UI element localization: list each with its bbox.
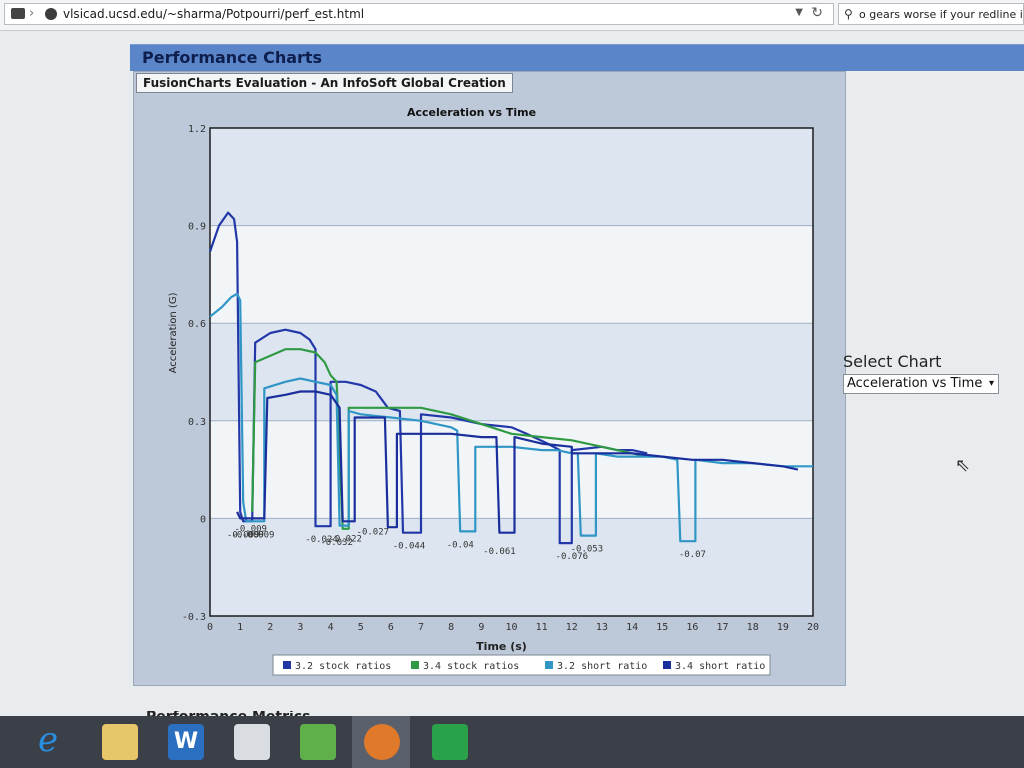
reload-icon[interactable]: ↻ <box>811 5 823 21</box>
legend-entry: 3.4 short ratio <box>675 661 765 672</box>
data-label: -0.04 <box>447 540 474 550</box>
x-tick-label: 17 <box>717 622 729 633</box>
x-tick-label: 8 <box>448 622 454 633</box>
section-header: Performance Charts <box>130 44 1024 71</box>
x-tick-label: 12 <box>566 622 578 633</box>
search-icon: ⚲ <box>844 7 853 21</box>
mouse-cursor-icon: ⇖ <box>955 455 971 476</box>
x-axis-label: Time (s) <box>476 640 527 653</box>
address-url[interactable]: vlsicad.ucsd.edu/~sharma/Potpourri/perf_… <box>63 7 365 21</box>
y-tick-label: 0.6 <box>188 319 206 330</box>
legend-entry: 3.2 short ratio <box>557 661 647 672</box>
y-tick-label: 0.9 <box>188 222 206 233</box>
legend-swatch <box>283 661 291 669</box>
firefox-icon[interactable] <box>364 724 400 760</box>
data-label: -0.009 <box>242 530 275 540</box>
taskbar <box>0 716 1024 768</box>
legend-box <box>272 654 771 676</box>
acceleration-chart: Acceleration vs Time Time (s) Acceleration… <box>168 106 819 676</box>
y-axis-label: Acceleration (G) <box>168 292 179 373</box>
x-tick-label: 1 <box>237 622 243 633</box>
series-line-2 <box>251 348 648 530</box>
x-tick-label: 9 <box>478 622 484 633</box>
plot-band <box>210 225 813 324</box>
x-tick-label: 4 <box>328 622 334 633</box>
evernote-icon[interactable] <box>300 724 336 760</box>
address-bar[interactable]: › vlsicad.ucsd.edu/~sharma/Potpourri/per… <box>4 3 834 25</box>
data-label: -0.009 <box>234 524 267 534</box>
x-tick-label: 14 <box>626 622 638 633</box>
plot-band <box>210 323 813 421</box>
chevron-down-icon: ▾ <box>988 378 994 389</box>
chart-credit-tab: FusionCharts Evaluation - An InfoSoft Gl… <box>136 73 513 93</box>
ie-icon[interactable]: e <box>38 720 59 760</box>
y-tick-label: 1.2 <box>188 124 206 135</box>
x-tick-label: 18 <box>747 622 759 633</box>
y-tick-label: -0.3 <box>182 612 206 623</box>
chart-title: Acceleration vs Time <box>407 106 536 119</box>
search-query[interactable]: o gears worse if your redline is <box>859 8 1024 21</box>
x-tick-label: 10 <box>505 622 517 633</box>
x-tick-label: 16 <box>686 622 698 633</box>
y-tick-label: 0.3 <box>188 417 206 428</box>
plot-band <box>210 420 813 519</box>
x-tick-label: 19 <box>777 622 789 633</box>
x-tick-label: 7 <box>418 622 424 633</box>
data-label: -0.009 <box>227 530 260 540</box>
select-chart-label: Select Chart <box>843 352 942 371</box>
data-label: -0.044 <box>393 542 426 552</box>
browser-toolbar: › vlsicad.ucsd.edu/~sharma/Potpourri/per… <box>0 0 1024 31</box>
plot-frame <box>209 127 814 617</box>
x-tick-label: 3 <box>297 622 303 633</box>
x-tick-label: 15 <box>656 622 668 633</box>
data-label: -0.027 <box>357 527 390 537</box>
chevron-right-icon: › <box>29 6 35 21</box>
chart-select[interactable]: Acceleration vs Time ▾ <box>843 374 999 394</box>
series-line-4 <box>236 390 799 534</box>
legend-entry: 3.2 stock ratios <box>295 661 391 672</box>
x-tick-label: 6 <box>388 622 394 633</box>
x-tick-label: 2 <box>267 622 273 633</box>
store-icon[interactable] <box>432 724 468 760</box>
data-label: -0.009 <box>231 530 264 540</box>
search-box[interactable]: ⚲ o gears worse if your redline is <box>838 3 1024 25</box>
plot-band <box>210 518 813 616</box>
data-label: -0.07 <box>679 550 706 560</box>
section-title: Performance Charts <box>142 48 323 67</box>
data-label: -0.061 <box>483 547 516 557</box>
legend-entry: 3.4 stock ratios <box>423 661 519 672</box>
legend-swatch <box>411 661 419 669</box>
y-tick-label: 0 <box>200 514 206 525</box>
data-label: -0.053 <box>571 545 604 555</box>
performance-metrics-heading: Performance Metrics <box>146 711 310 717</box>
app-icon[interactable] <box>234 724 270 760</box>
legend-swatch <box>545 661 553 669</box>
series-line-1 <box>208 211 648 545</box>
data-label: -0.024 <box>305 535 338 545</box>
history-dropdown-icon[interactable]: ▼ <box>795 7 803 18</box>
data-label: -0.022 <box>329 535 362 545</box>
x-tick-label: 0 <box>207 622 213 633</box>
x-tick-label: 13 <box>596 622 608 633</box>
folder-icon[interactable] <box>11 8 25 19</box>
file-explorer-icon[interactable] <box>102 724 138 760</box>
x-tick-label: 11 <box>536 622 548 633</box>
legend-swatch <box>663 661 671 669</box>
x-tick-label: 5 <box>358 622 364 633</box>
plot-band <box>210 128 813 226</box>
data-label: -0.076 <box>556 552 589 562</box>
x-tick-label: 20 <box>807 622 819 633</box>
word-icon[interactable]: W <box>168 724 204 760</box>
chart-select-value: Acceleration vs Time <box>847 376 983 391</box>
data-label: -0.032 <box>320 538 353 548</box>
globe-icon <box>45 8 57 20</box>
